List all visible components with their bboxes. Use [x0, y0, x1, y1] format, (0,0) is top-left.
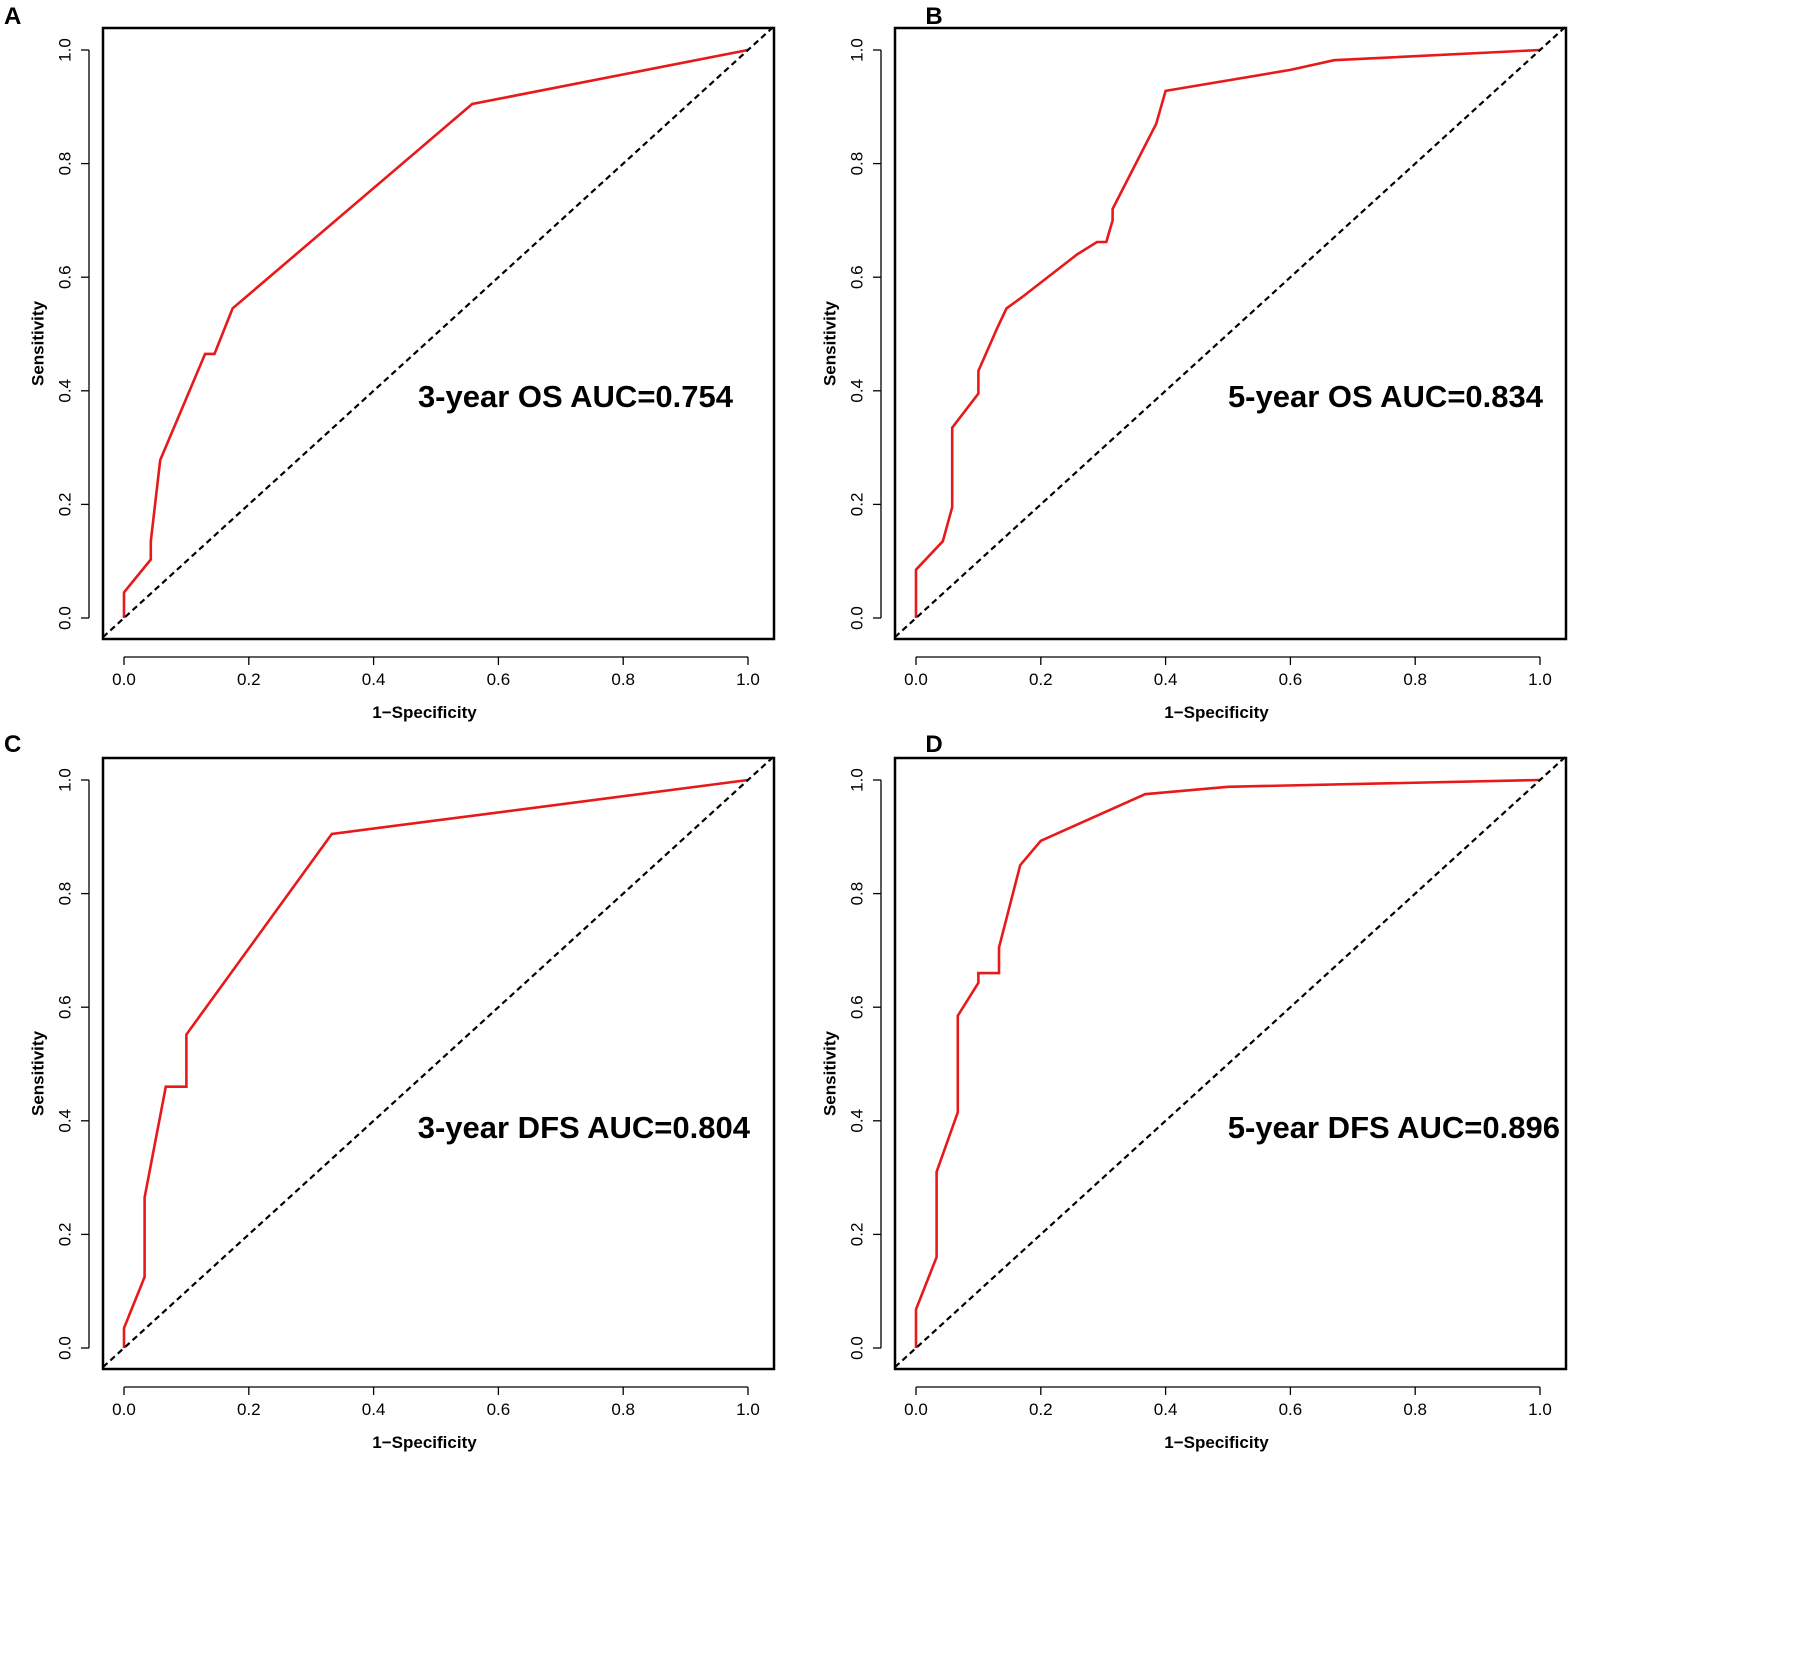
x-tick-label: 0.8: [611, 1400, 635, 1419]
x-tick-label: 0.4: [1154, 1400, 1178, 1419]
panel-label: C: [4, 731, 21, 758]
y-tick-label: 0.0: [56, 606, 75, 630]
x-tick-label: 0.2: [237, 1400, 261, 1419]
auc-annotation: 5-year OS AUC=0.834: [1228, 379, 1544, 414]
x-tick-label: 0.6: [1279, 670, 1303, 689]
plot-frame: [893, 756, 1568, 1371]
y-tick-label: 1.0: [56, 768, 75, 792]
reference-diagonal-line: [894, 25, 1567, 638]
y-tick-label: 0.6: [56, 995, 75, 1019]
x-axis-title: 1−Specificity: [372, 703, 477, 722]
panel-label: D: [925, 731, 942, 758]
auc-annotation: 3-year DFS AUC=0.804: [418, 1110, 751, 1145]
panel-a: A 0.0 0.2 0.4 0.6 0.8 1.0 0.0 0.2 0.4 0.6 0.8 1.0 1−S…: [4, 3, 776, 722]
x-axis-title: 1−Specificity: [1164, 703, 1269, 722]
y-tick-label: 0.0: [56, 1336, 75, 1360]
y-tick-label: 0.6: [848, 265, 867, 289]
roc-curve: [122, 48, 749, 618]
y-tick-label: 0.2: [56, 1223, 75, 1247]
x-tick-label: 0.4: [362, 670, 386, 689]
roc-curve: [122, 778, 749, 1348]
x-tick-label: 0.4: [362, 1400, 386, 1419]
x-tick-label: 1.0: [1528, 1400, 1552, 1419]
panel-label: A: [4, 3, 21, 30]
x-tick-label: 0.6: [487, 1400, 511, 1419]
x-tick-label: 1.0: [736, 1400, 760, 1419]
reference-diagonal-line: [102, 25, 775, 638]
x-tick-label: 0.0: [112, 1400, 136, 1419]
x-tick-label: 0.8: [611, 670, 635, 689]
plot-frame: [101, 26, 776, 641]
y-tick-label: 0.6: [56, 265, 75, 289]
x-tick-label: 0.2: [1029, 670, 1053, 689]
reference-diagonal-line: [102, 755, 775, 1368]
y-tick-label: 1.0: [56, 38, 75, 62]
panel-label: B: [925, 3, 942, 30]
x-tick-label: 0.2: [237, 670, 261, 689]
y-tick-label: 0.0: [848, 606, 867, 630]
auc-annotation: 5-year DFS AUC=0.896: [1228, 1110, 1560, 1145]
roc-curve: [914, 48, 1541, 618]
y-tick-label: 0.6: [848, 995, 867, 1019]
x-tick-label: 0.0: [904, 1400, 928, 1419]
y-axis-title: Sensitivity: [821, 1030, 840, 1116]
y-tick-label: 0.4: [56, 1109, 75, 1133]
x-tick-label: 0.6: [487, 670, 511, 689]
x-tick-label: 0.0: [904, 670, 928, 689]
reference-diagonal-line: [894, 755, 1567, 1368]
panel-b: B 0.0 0.2 0.4 0.6 0.8 1.0 0.0 0.2 0.4 0.6 0.8 1.0 1−S…: [821, 3, 1568, 722]
auc-annotation: 3-year OS AUC=0.754: [418, 379, 734, 414]
y-tick-label: 0.8: [848, 882, 867, 906]
y-axis-title: Sensitivity: [29, 300, 48, 386]
x-tick-label: 0.2: [1029, 1400, 1053, 1419]
x-tick-label: 0.8: [1403, 1400, 1427, 1419]
y-tick-label: 0.8: [56, 882, 75, 906]
y-tick-label: 0.2: [56, 493, 75, 517]
y-tick-label: 1.0: [848, 38, 867, 62]
y-tick-label: 0.2: [848, 493, 867, 517]
plot-frame: [893, 26, 1568, 641]
x-tick-label: 0.4: [1154, 670, 1178, 689]
x-tick-label: 0.8: [1403, 670, 1427, 689]
x-tick-label: 1.0: [736, 670, 760, 689]
panel-d: D 0.0 0.2 0.4 0.6 0.8 1.0 0.0 0.2 0.4 0.6 0.8 1.0 1−S…: [821, 731, 1568, 1452]
y-tick-label: 0.2: [848, 1223, 867, 1247]
x-tick-label: 1.0: [1528, 670, 1552, 689]
y-tick-label: 0.0: [848, 1336, 867, 1360]
y-axis-title: Sensitivity: [821, 300, 840, 386]
x-axis-title: 1−Specificity: [1164, 1433, 1269, 1452]
y-tick-label: 0.4: [848, 379, 867, 403]
y-tick-label: 0.8: [56, 152, 75, 176]
y-tick-label: 0.8: [848, 152, 867, 176]
y-tick-label: 1.0: [848, 768, 867, 792]
y-tick-label: 0.4: [56, 379, 75, 403]
panel-c: C 0.0 0.2 0.4 0.6 0.8 1.0 0.0 0.2 0.4 0.6 0.8 1.0 1−S…: [4, 731, 776, 1452]
x-tick-label: 0.0: [112, 670, 136, 689]
plot-frame: [101, 756, 776, 1371]
y-tick-label: 0.4: [848, 1109, 867, 1133]
y-axis-title: Sensitivity: [29, 1030, 48, 1116]
x-tick-label: 0.6: [1279, 1400, 1303, 1419]
roc-curve: [914, 778, 1541, 1348]
x-axis-title: 1−Specificity: [372, 1433, 477, 1452]
